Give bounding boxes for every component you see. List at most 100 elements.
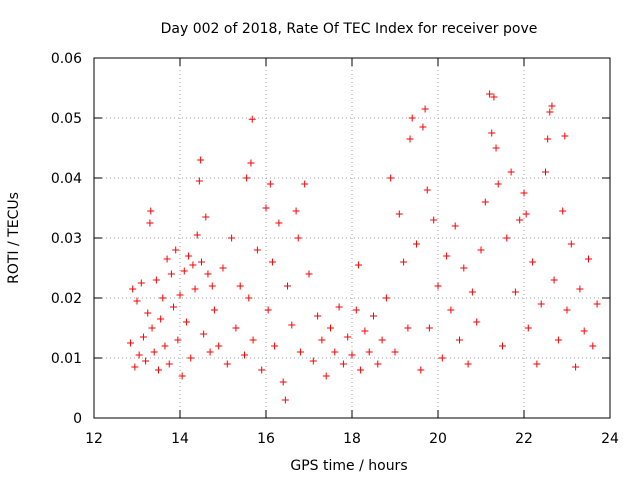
data-point <box>318 336 326 344</box>
data-point <box>572 363 580 371</box>
data-point <box>187 354 195 362</box>
data-point <box>391 348 399 356</box>
data-point <box>413 240 420 248</box>
data-point <box>284 282 291 290</box>
data-point <box>292 207 300 215</box>
data-point <box>561 132 569 140</box>
data-point <box>137 279 145 287</box>
data-point <box>279 378 287 386</box>
data-point <box>223 360 231 368</box>
data-point <box>382 294 390 302</box>
data-point <box>148 324 156 332</box>
data-point <box>464 360 472 368</box>
y-tick-label: 0 <box>73 411 82 427</box>
data-point <box>348 351 356 359</box>
data-point <box>150 348 158 356</box>
data-point <box>204 270 212 278</box>
data-point <box>447 306 455 314</box>
data-point <box>301 180 309 188</box>
data-point <box>406 135 414 143</box>
data-point <box>546 108 554 116</box>
data-point <box>430 216 438 224</box>
data-point <box>176 291 184 299</box>
data-point <box>438 354 446 362</box>
data-point <box>524 324 532 332</box>
data-point <box>395 210 403 218</box>
data-point <box>490 93 498 101</box>
data-point <box>189 261 197 269</box>
data-point <box>135 351 143 359</box>
data-point <box>443 252 451 260</box>
y-tick-label: 0.01 <box>51 351 82 367</box>
data-point <box>361 327 369 335</box>
y-tick-label: 0.02 <box>51 291 82 307</box>
data-point <box>488 129 496 137</box>
data-point <box>268 258 276 266</box>
data-point <box>248 115 256 123</box>
data-point <box>249 336 257 344</box>
data-point <box>548 102 556 110</box>
data-point <box>550 276 558 284</box>
data-point <box>589 342 597 350</box>
data-point <box>180 267 188 275</box>
data-point <box>533 360 541 368</box>
data-point <box>352 306 360 314</box>
data-point <box>275 219 283 227</box>
data-point <box>131 363 139 371</box>
data-point <box>129 285 137 293</box>
data-point <box>262 204 270 212</box>
data-point <box>486 90 494 98</box>
x-axis-label: GPS time / hours <box>290 458 407 474</box>
data-point <box>499 342 506 350</box>
data-point <box>266 180 274 188</box>
data-point <box>170 303 178 311</box>
data-point <box>400 258 408 266</box>
data-point <box>327 324 334 332</box>
data-point <box>215 342 223 350</box>
data-point <box>481 198 489 206</box>
data-point <box>288 321 296 329</box>
data-point <box>193 231 201 239</box>
x-tick-label: 14 <box>171 431 189 447</box>
data-point <box>468 288 476 296</box>
x-tick-label: 20 <box>429 431 447 447</box>
data-point <box>593 300 601 308</box>
data-point <box>133 297 141 305</box>
data-point <box>241 351 248 359</box>
points-layer <box>127 90 601 404</box>
x-tick-label: 18 <box>343 431 361 447</box>
data-point <box>511 288 519 296</box>
data-point <box>178 372 186 380</box>
data-point <box>185 252 193 260</box>
data-point <box>374 360 382 368</box>
data-point <box>200 330 208 338</box>
data-point <box>522 210 530 218</box>
x-tick-label: 22 <box>515 431 533 447</box>
data-point <box>425 324 433 332</box>
data-point <box>245 294 253 302</box>
data-point <box>157 315 165 323</box>
data-point <box>335 303 343 311</box>
x-tick-label: 16 <box>257 431 275 447</box>
data-point <box>228 234 236 242</box>
data-point <box>408 114 416 122</box>
grid-layer <box>94 58 610 418</box>
data-point <box>296 348 304 356</box>
data-point <box>305 270 313 278</box>
data-point <box>344 333 352 341</box>
data-point <box>152 276 160 284</box>
data-point <box>477 246 485 254</box>
data-point <box>473 318 481 326</box>
data-point <box>161 342 169 350</box>
y-tick-label: 0.03 <box>51 231 82 247</box>
data-point <box>434 282 442 290</box>
data-point <box>206 348 214 356</box>
data-point <box>460 264 468 272</box>
data-point <box>294 234 302 242</box>
data-point <box>264 306 272 314</box>
data-point <box>507 168 515 176</box>
data-point <box>451 222 459 230</box>
data-point <box>423 186 431 194</box>
